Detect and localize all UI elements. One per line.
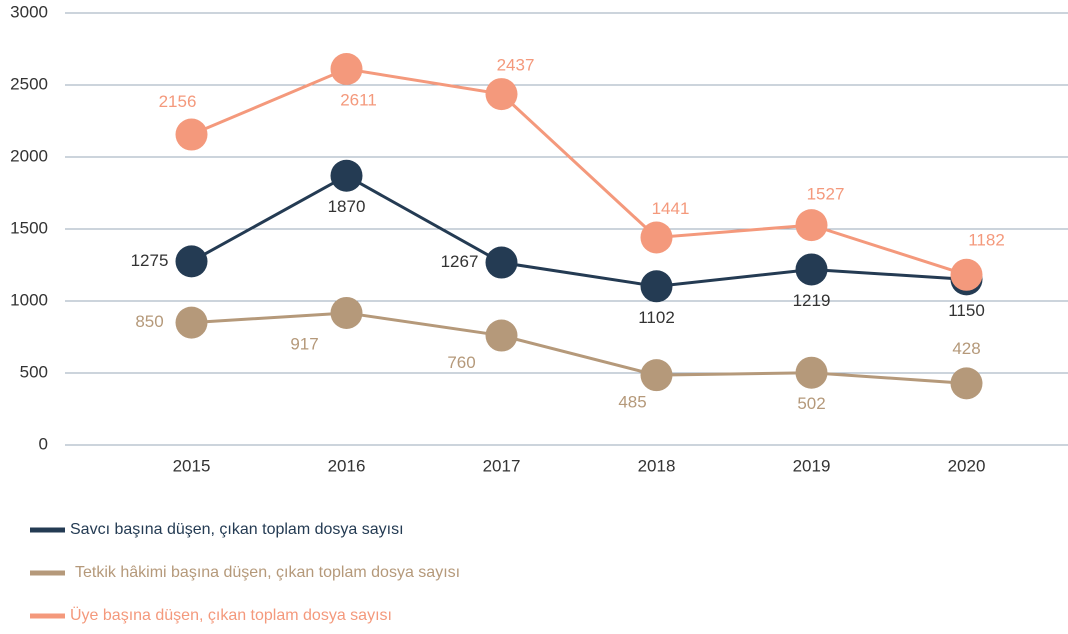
legend-label: Üye başına düşen, çıkan toplam dosya say… — [70, 606, 392, 624]
data-label: 1527 — [807, 185, 845, 204]
point — [175, 306, 208, 339]
data-label: 1267 — [441, 252, 479, 271]
point — [640, 221, 673, 254]
data-label: 850 — [135, 312, 163, 331]
y-tick-label: 1500 — [10, 218, 48, 237]
data-label: 1150 — [948, 301, 985, 320]
x-tick-label: 2019 — [793, 456, 831, 475]
point — [950, 258, 983, 291]
data-label: 1275 — [131, 251, 169, 270]
x-tick-label: 2018 — [638, 456, 676, 475]
data-label: 1182 — [968, 230, 1005, 249]
data-label: 502 — [797, 394, 825, 413]
point — [485, 78, 518, 111]
data-label: 485 — [618, 393, 646, 412]
data-label: 1219 — [793, 291, 831, 310]
x-tick-label: 2020 — [948, 456, 986, 475]
point — [795, 356, 828, 389]
series-line — [190, 174, 967, 288]
x-tick-label: 2017 — [483, 456, 521, 475]
data-label: 917 — [290, 334, 318, 353]
y-tick-label: 2500 — [10, 74, 48, 93]
point — [640, 270, 673, 303]
point — [175, 245, 208, 278]
y-tick-label: 0 — [39, 434, 48, 453]
point — [640, 359, 673, 392]
y-tick-label: 2000 — [10, 146, 48, 165]
x-tick-label: 2016 — [328, 456, 366, 475]
series-line — [190, 67, 967, 277]
data-label: 2156 — [159, 92, 197, 111]
data-label: 1102 — [638, 308, 675, 327]
data-label: 428 — [952, 339, 980, 358]
series-line — [191, 311, 967, 385]
point — [795, 209, 828, 242]
y-tick-label: 3000 — [10, 2, 48, 21]
point — [485, 246, 518, 279]
legend-label: Tetkik hâkimi başına düşen, çıkan toplam… — [75, 564, 460, 581]
data-label: 760 — [447, 353, 475, 372]
point — [330, 53, 363, 86]
point — [330, 159, 363, 192]
point — [175, 118, 208, 151]
point — [330, 296, 363, 329]
y-tick-label: 500 — [20, 362, 48, 381]
data-label: 2611 — [340, 91, 377, 110]
x-tick-label: 2015 — [173, 456, 211, 475]
point — [950, 367, 983, 400]
point — [795, 253, 828, 286]
y-tick-label: 1000 — [10, 290, 48, 309]
data-label: 2437 — [497, 56, 535, 75]
point — [485, 319, 518, 352]
legend-label: Savcı başına düşen, çıkan toplam dosya s… — [70, 521, 404, 538]
data-label: 1441 — [652, 199, 690, 218]
data-label: 1870 — [328, 197, 366, 216]
